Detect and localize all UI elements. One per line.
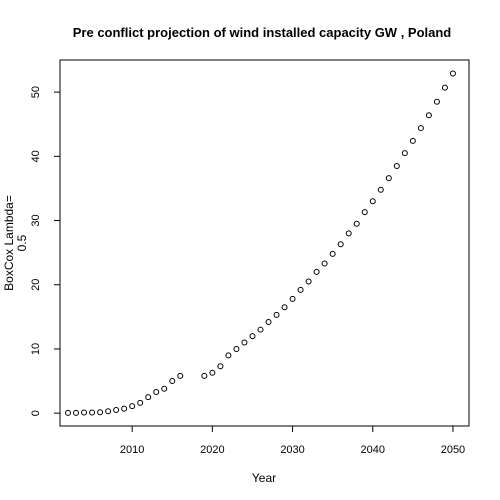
- data-point: [257, 326, 264, 333]
- y-tick-label: 50: [30, 86, 42, 98]
- data-point: [161, 385, 168, 392]
- data-point: [201, 372, 208, 379]
- data-point: [361, 209, 368, 216]
- data-point: [321, 260, 328, 267]
- data-point: [233, 345, 240, 352]
- data-point: [217, 363, 224, 370]
- data-point: [305, 278, 312, 285]
- x-axis: 2010 2020 2030 2040 2050: [120, 426, 465, 456]
- data-point: [401, 150, 408, 157]
- data-point: [353, 220, 360, 227]
- x-tick-label: 2040: [361, 444, 385, 456]
- data-point: [209, 369, 216, 376]
- data-point: [441, 84, 448, 91]
- data-point: [105, 408, 112, 415]
- x-tick-label: 2030: [280, 444, 304, 456]
- y-tick-label: 10: [30, 343, 42, 355]
- x-tick-label: 2020: [200, 444, 224, 456]
- y-axis-label-line-1: BoxCox Lambda=: [2, 195, 16, 291]
- data-point: [393, 162, 400, 169]
- data-point: [97, 409, 104, 416]
- data-point: [225, 352, 232, 359]
- data-point: [137, 399, 144, 406]
- data-point: [153, 388, 160, 395]
- chart-title: Pre conflict projection of wind installe…: [73, 25, 452, 40]
- y-tick-label: 40: [30, 150, 42, 162]
- data-point: [273, 311, 280, 318]
- data-point: [89, 409, 96, 416]
- x-tick-label: 2010: [120, 444, 144, 456]
- data-point: [329, 250, 336, 257]
- data-point: [337, 241, 344, 248]
- data-point: [145, 394, 152, 401]
- data-point: [121, 405, 128, 412]
- y-axis-label-line-2: 0.5: [15, 234, 29, 251]
- data-point: [297, 286, 304, 293]
- data-point: [265, 318, 272, 325]
- data-point: [409, 137, 416, 144]
- data-point: [281, 304, 288, 311]
- y-tick-label: 20: [30, 279, 42, 291]
- x-axis-label: Year: [252, 471, 276, 485]
- x-tick-label: 2050: [441, 444, 465, 456]
- y-tick-label: 0: [30, 410, 42, 416]
- data-point: [417, 125, 424, 132]
- data-point: [73, 409, 80, 416]
- data-point: [433, 98, 440, 105]
- plot-frame: [59, 59, 470, 427]
- data-point: [129, 403, 136, 410]
- data-point: [249, 333, 256, 340]
- data-point: [449, 70, 456, 77]
- data-point: [177, 372, 184, 379]
- y-axis: 0 10 20 30 40 50: [30, 86, 60, 416]
- data-point: [425, 112, 432, 119]
- data-point: [345, 230, 352, 237]
- data-points: [65, 70, 456, 416]
- data-point: [113, 406, 120, 413]
- data-point: [169, 378, 176, 385]
- data-point: [369, 198, 376, 205]
- y-tick-label: 30: [30, 214, 42, 226]
- data-point: [289, 295, 296, 302]
- data-point: [385, 175, 392, 182]
- data-point: [241, 339, 248, 346]
- data-point: [377, 186, 384, 193]
- data-point: [313, 268, 320, 275]
- data-point: [65, 409, 72, 416]
- data-point: [81, 409, 88, 416]
